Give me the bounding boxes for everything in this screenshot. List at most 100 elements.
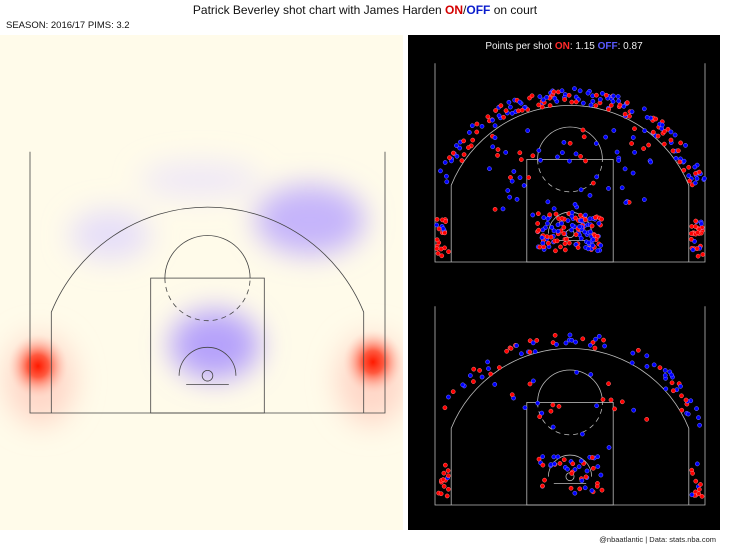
shot-off [644,364,650,369]
shot-off [540,240,546,246]
shot-off [590,243,596,248]
shot-off [539,410,545,416]
shot-off [697,422,702,428]
shot-off [507,194,513,200]
shot-off [694,176,700,182]
shot-off [593,141,599,146]
title-sep: / [463,3,467,17]
shot-on [503,108,509,114]
shot-on [461,152,467,157]
shot-off [672,132,678,138]
shot-off [467,373,473,378]
shot-off [500,206,506,212]
shot-on [594,92,599,98]
shot-off [522,405,528,411]
shot-off [541,215,547,220]
shot-off [595,464,601,469]
paint [526,401,614,506]
shot-off [692,164,698,170]
shot-on [590,340,596,345]
shot-on [592,215,598,220]
shot-off [629,360,635,366]
shot-on [566,240,572,246]
shot-on [688,236,694,242]
shot-off [551,228,557,234]
shot-off [485,359,490,365]
shot-off [509,178,515,184]
shot-off [549,225,555,230]
shot-on [530,153,536,159]
shot-on [442,230,448,236]
shot-on [655,133,661,139]
shot-off [644,115,650,120]
shot-off [514,343,519,348]
shot-on [583,158,588,164]
shot-on [561,231,567,237]
shot-on [608,103,614,108]
shot-on [434,246,440,252]
shot-on [544,234,550,239]
shot-off [669,372,674,378]
shot-on [570,461,576,467]
shot-on [442,462,448,468]
shot-off [696,415,701,420]
shot-off [467,130,472,135]
shot-off [545,221,550,226]
shot-off [585,90,591,96]
shot-on [553,248,558,254]
free-throw-circle-top [164,235,251,279]
shot-on [573,215,578,221]
shot-on [606,381,611,387]
shot-off [590,98,596,104]
shot-on [557,461,563,466]
shot-on [539,104,545,110]
shot-off [699,221,704,227]
heatmap-background [0,35,403,530]
restricted-area [178,347,237,376]
shot-on [535,221,540,226]
shot-on [599,216,605,222]
shot-off [539,235,545,241]
free-throw-circle-top [537,369,603,403]
shot-on [569,471,575,476]
season-label: SEASON: 2016/17 PIMS: 3.2 [6,20,130,31]
shot-on [629,141,634,146]
shot-on [534,338,540,343]
shot-on [578,212,583,218]
shot-on [527,349,533,355]
shot-on [466,145,471,150]
shot-on [622,111,628,117]
shot-on [495,153,500,158]
shot-off [561,140,567,145]
shot-off [492,123,498,129]
credit: @nbaatlantic | Data: stats.nba.com [599,535,716,544]
shot-off [685,411,691,417]
shot-off [616,158,621,163]
shot-off [567,332,573,338]
shot-off [600,91,605,96]
shot-on [678,140,683,146]
shot-on [578,154,583,159]
shot-off [511,169,517,174]
shot-on [558,244,563,250]
shot-off [694,461,700,467]
shot-on [443,219,448,225]
shot-off [577,88,583,94]
shot-on [653,116,659,122]
shot-off [593,336,598,342]
shot-on [564,236,569,242]
shot-on [700,252,706,257]
shot-on [617,102,623,108]
shot-on [697,487,702,492]
shot-off [615,94,621,99]
shot-on [552,332,558,338]
shot-off [651,362,657,368]
shot-off [596,221,602,226]
shot-off [662,368,668,373]
chart-title: Patrick Beverley shot chart with James H… [0,3,730,17]
shot-off [587,216,593,222]
shot-off [580,100,586,106]
shot-on [497,365,502,370]
shot-on [493,108,498,113]
shot-off [663,386,669,392]
